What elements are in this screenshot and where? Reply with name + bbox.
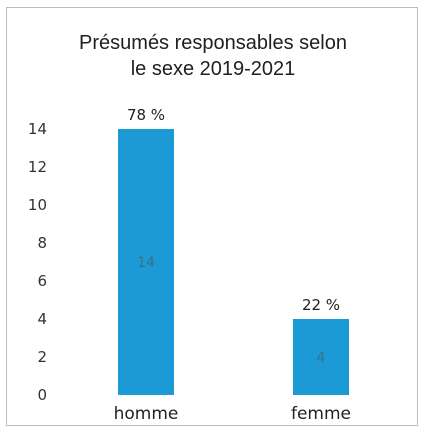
bar-chart: Présumés responsables selon le sexe 2019… (28, 32, 351, 424)
x-category-label: femme (291, 404, 351, 424)
chart-title-line-1: Présumés responsables selon (79, 32, 347, 54)
y-tick-label: 8 (37, 234, 47, 252)
y-tick-label: 0 (37, 386, 47, 404)
percent-label: 78 % (127, 106, 165, 124)
y-tick-label: 12 (28, 158, 47, 176)
y-tick-label: 14 (28, 120, 47, 138)
y-tick-label: 6 (37, 272, 47, 290)
chart-title-line-2: le sexe 2019-2021 (131, 58, 296, 80)
bar-value-label: 4 (317, 350, 326, 366)
percent-label: 22 % (302, 296, 340, 314)
bar-homme (118, 129, 174, 395)
chart-frame: Présumés responsables selon le sexe 2019… (6, 7, 418, 426)
bars-group: 78 % 14 homme 22 % 4 femme (114, 106, 351, 424)
y-axis: 0 2 4 6 8 10 12 14 (28, 120, 47, 404)
bar-femme (293, 319, 349, 395)
y-tick-label: 4 (37, 310, 47, 328)
y-tick-label: 2 (37, 348, 47, 366)
x-category-label: homme (114, 404, 179, 424)
y-tick-label: 10 (28, 196, 47, 214)
bar-value-label: 14 (137, 255, 155, 271)
